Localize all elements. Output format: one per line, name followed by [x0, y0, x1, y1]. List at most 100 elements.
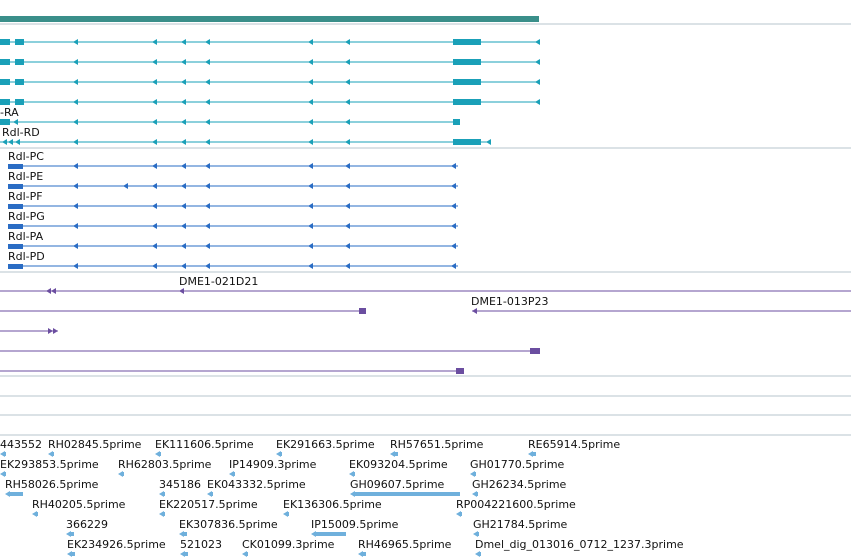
est-label[interactable]: 521023: [180, 538, 222, 551]
est-label[interactable]: GH01770.5prime: [470, 458, 565, 471]
est-label[interactable]: 443552: [0, 438, 42, 451]
strand-arrow: [181, 263, 186, 269]
est-label[interactable]: RH57651.5prime: [390, 438, 484, 451]
est-glyph: [393, 452, 398, 456]
strand-arrow: [528, 451, 533, 457]
strand-arrow: [181, 119, 186, 125]
transcript-label-rd[interactable]: Rdl-RD: [2, 126, 40, 139]
est-label[interactable]: GH26234.5prime: [472, 478, 567, 491]
est-label[interactable]: 366229: [66, 518, 108, 531]
strand-arrow: [181, 39, 186, 45]
est-label[interactable]: RH62803.5prime: [118, 458, 212, 471]
strand-arrow: [205, 223, 210, 229]
est-glyph: [361, 552, 366, 556]
strand-arrow: [308, 39, 313, 45]
strand-arrow: [118, 471, 123, 477]
est-label[interactable]: IP15009.5prime: [311, 518, 399, 531]
exon-block: [453, 139, 481, 145]
strand-arrow: [32, 511, 37, 517]
strand-arrow: [308, 99, 313, 105]
strand-arrow: [308, 183, 313, 189]
est-label[interactable]: EK291663.5prime: [276, 438, 375, 451]
strand-arrow: [159, 511, 164, 517]
strand-arrow: [48, 451, 53, 457]
strand-arrow: [242, 551, 247, 557]
strand-arrow: [73, 59, 78, 65]
strand-arrow: [345, 223, 350, 229]
est-label[interactable]: EK220517.5prime: [159, 498, 258, 511]
est-label[interactable]: EK293853.5prime: [0, 458, 99, 471]
protein-label-pg[interactable]: Rdl-PG: [8, 210, 45, 223]
clone-end: [530, 348, 540, 354]
est-label[interactable]: GH09607.5prime: [350, 478, 445, 491]
est-label[interactable]: EK136306.5prime: [283, 498, 382, 511]
strand-arrow: [73, 243, 78, 249]
strand-arrow: [73, 223, 78, 229]
strand-arrow: [181, 139, 186, 145]
strand-arrow: [5, 491, 10, 497]
exon-block: [453, 99, 481, 105]
exon-block: [0, 79, 10, 85]
strand-arrow: [0, 451, 5, 457]
strand-arrow: [159, 491, 164, 497]
strand-arrow: [205, 79, 210, 85]
strand-arrow: [451, 163, 456, 169]
strand-arrow: [73, 203, 78, 209]
strand-arrow: [205, 99, 210, 105]
protein-label-pe[interactable]: Rdl-PE: [8, 170, 44, 183]
strand-arrow: [181, 223, 186, 229]
strand-arrow: [470, 471, 475, 477]
est-label[interactable]: RH46965.5prime: [358, 538, 452, 551]
strand-arrow: [345, 119, 350, 125]
protein-label-pa[interactable]: Rdl-PA: [8, 230, 44, 243]
strand-arrow: [152, 139, 157, 145]
strand-arrow: [152, 79, 157, 85]
strand-arrow: [350, 491, 355, 497]
est-label[interactable]: Dmel_dig_013016_0712_1237.3prime: [475, 538, 684, 551]
strand-arrow: [180, 551, 185, 557]
transcript-label-ra[interactable]: -RA: [0, 106, 19, 119]
est-label[interactable]: RH40205.5prime: [32, 498, 126, 511]
strand-arrow: [475, 551, 480, 557]
est-label[interactable]: EK043332.5prime: [207, 478, 306, 491]
cds-block: [8, 184, 23, 189]
strand-arrow: [451, 183, 456, 189]
est-label[interactable]: GH21784.5prime: [473, 518, 568, 531]
protein-label-pd[interactable]: Rdl-PD: [8, 250, 45, 263]
strand-arrow: [181, 243, 186, 249]
clone-label-021d21[interactable]: DME1-021D21: [179, 275, 259, 288]
protein-label-pf[interactable]: Rdl-PF: [8, 190, 43, 203]
strand-arrow: [535, 79, 540, 85]
est-label[interactable]: EK234926.5prime: [67, 538, 166, 551]
protein-label-pc[interactable]: Rdl-PC: [8, 150, 44, 163]
strand-arrow: [152, 203, 157, 209]
clone-label-013p23[interactable]: DME1-013P23: [471, 295, 549, 308]
strand-arrow: [308, 119, 313, 125]
strand-arrow: [345, 139, 350, 145]
est-label[interactable]: RP004221600.5prime: [456, 498, 576, 511]
strand-arrow: [308, 263, 313, 269]
strand-arrow: [345, 79, 350, 85]
est-label[interactable]: RH58026.5prime: [5, 478, 99, 491]
cds-block: [8, 204, 23, 209]
strand-arrow: [308, 139, 313, 145]
scale-bar: [0, 16, 539, 22]
est-label[interactable]: RE65914.5prime: [528, 438, 621, 451]
est-label[interactable]: 345186: [159, 478, 201, 491]
est-label[interactable]: CK01099.3prime: [242, 538, 335, 551]
strand-arrow: [48, 328, 53, 334]
strand-arrow: [358, 551, 363, 557]
est-label[interactable]: IP14909.3prime: [229, 458, 317, 471]
est-label[interactable]: EK093204.5prime: [349, 458, 448, 471]
strand-arrow: [486, 139, 491, 145]
strand-arrow: [311, 531, 316, 537]
exon-block: [453, 59, 481, 65]
clone-end: [359, 308, 366, 314]
est-label[interactable]: RH02845.5prime: [48, 438, 142, 451]
est-label[interactable]: EK111606.5prime: [155, 438, 254, 451]
strand-arrow: [535, 39, 540, 45]
est-label[interactable]: EK307836.5prime: [179, 518, 278, 531]
exon-block: [15, 59, 24, 65]
strand-arrow: [472, 491, 477, 497]
